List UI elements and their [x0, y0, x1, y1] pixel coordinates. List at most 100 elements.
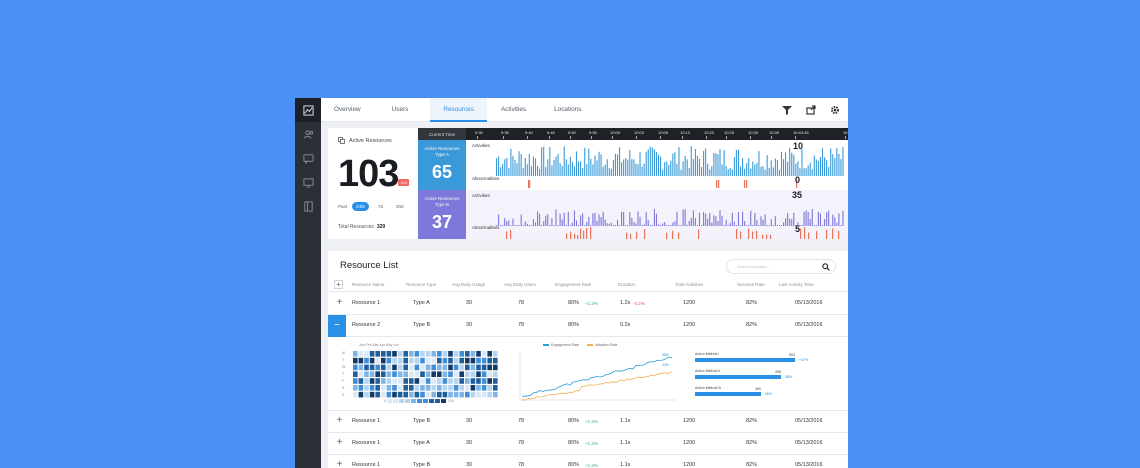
- heatmap-cell: [425, 351, 431, 357]
- activity-bar-a: [731, 169, 733, 176]
- heatmap-cell: [431, 391, 436, 398]
- heatmap-cell: [403, 371, 408, 377]
- activity-bar-a: [555, 156, 557, 176]
- chart-icon[interactable]: [295, 98, 321, 122]
- heatmap-cell: [425, 378, 431, 384]
- expand-toggle[interactable]: +: [336, 459, 343, 468]
- column-header[interactable]: Avg Daily Users: [504, 282, 536, 287]
- abnormal-bar-b: [580, 228, 582, 239]
- heatmap-cell: [493, 378, 498, 384]
- abnormal-bar-b: [770, 234, 772, 239]
- heatmap-cell: [493, 364, 498, 371]
- period-24hr[interactable]: 24hr: [352, 202, 370, 211]
- activity-bar-a: [592, 164, 594, 176]
- book-icon[interactable]: [295, 194, 321, 218]
- activity-bar-a: [567, 164, 569, 176]
- column-header[interactable]: Resource Name: [352, 282, 385, 287]
- cell-users: 78: [518, 322, 525, 328]
- activity-bar-a: [682, 161, 684, 176]
- column-header[interactable]: Resource Type: [406, 282, 437, 287]
- tab-users[interactable]: Users: [391, 106, 409, 113]
- expand-toggle[interactable]: +: [336, 437, 343, 448]
- activity-bar-b: [604, 219, 606, 226]
- share-icon[interactable]: [804, 103, 818, 117]
- activity-bar-a: [543, 146, 545, 176]
- heatmap-cell: [459, 371, 464, 377]
- activity-bar-a: [803, 168, 805, 176]
- activity-bar-a: [528, 153, 530, 176]
- table-row[interactable]: + Resource 1 Type A 30 78 80% +1.3% 1.2s -0.2% 12…: [328, 293, 848, 315]
- type-b-panel[interactable]: Active Resources Type B 37: [418, 190, 466, 239]
- activity-bar-a: [653, 149, 655, 176]
- expand-all-button[interactable]: +: [334, 280, 343, 289]
- activity-bar-a: [580, 161, 582, 176]
- search-placeholder: Search resource...: [737, 264, 770, 269]
- column-header[interactable]: Last Activity Time: [779, 282, 814, 287]
- activity-bar-a: [532, 156, 534, 176]
- activity-bar-a: [692, 159, 694, 176]
- activity-bar-a: [594, 155, 596, 176]
- search-icon[interactable]: [822, 263, 830, 271]
- activity-bar-a: [707, 163, 709, 176]
- activity-bar-b: [643, 224, 645, 226]
- filter-icon[interactable]: [780, 103, 794, 117]
- cell-engagement-delta: +1.3%: [585, 419, 598, 424]
- expand-toggle[interactable]: +: [336, 415, 343, 426]
- activity-bar-b: [524, 221, 526, 226]
- activity-bar-b: [701, 225, 703, 226]
- table-row[interactable]: + Resource 1 Type A 30 78 80% +1.3% 1.1s 1200 82%…: [328, 433, 848, 455]
- heatmap-cell: [420, 371, 425, 377]
- table-row[interactable]: + Resource 1 Type B 30 78 80% +1.3% 1.1s 1200 82%…: [328, 455, 848, 468]
- table-row[interactable]: − Resource 2 Type B 30 78 80% 0.2s 1200 82% 05/13…: [328, 315, 848, 337]
- period-30d[interactable]: 30d: [396, 204, 404, 209]
- users-icon[interactable]: [295, 122, 321, 146]
- type-a-panel[interactable]: Active Resources Type A 65: [418, 140, 466, 190]
- activity-bar-a: [541, 147, 543, 176]
- activity-bar-b: [694, 218, 696, 226]
- monitor-icon[interactable]: [295, 170, 321, 194]
- column-header[interactable]: Total Activities: [675, 282, 704, 287]
- chat-icon[interactable]: [295, 146, 321, 170]
- activity-bar-b: [776, 225, 778, 226]
- heatmap-cell: [392, 378, 397, 384]
- activity-bar-b: [737, 212, 739, 226]
- heatmap-cell: [425, 385, 431, 391]
- expand-toggle[interactable]: +: [336, 297, 343, 308]
- cell-duration: 1.1s: [620, 462, 631, 468]
- tab-activities[interactable]: Activities: [500, 106, 527, 113]
- heatmap-cell: [431, 378, 436, 384]
- heatmap-cell: [431, 351, 436, 357]
- activity-bar-b: [647, 220, 649, 226]
- period-7d[interactable]: 7d: [378, 204, 384, 209]
- column-header[interactable]: Success Rate: [737, 282, 765, 287]
- search-input[interactable]: Search resource...: [726, 259, 836, 274]
- expand-toggle[interactable]: −: [328, 315, 346, 337]
- heatmap-cell: [442, 385, 448, 391]
- column-header[interactable]: Engagement Rate: [555, 282, 592, 287]
- cell-type: Type A: [413, 300, 430, 306]
- bar-value: 458: [775, 370, 781, 374]
- activity-bar-a: [760, 166, 762, 176]
- tab-locations[interactable]: Locations: [554, 106, 582, 113]
- tab-resources[interactable]: Resources: [430, 98, 487, 122]
- column-header[interactable]: Duration: [618, 282, 636, 287]
- activity-bar-a: [616, 154, 619, 176]
- column-header[interactable]: Avg Daily Usage: [452, 282, 486, 287]
- activity-bar-b: [696, 225, 698, 226]
- time-tick: 10:10: [680, 130, 691, 139]
- table-row[interactable]: + Resource 1 Type B 30 78 80% +1.3% 1.1s 1200 82%…: [328, 411, 848, 433]
- heatmap-cell: [459, 364, 464, 371]
- activity-bar-a: [545, 167, 547, 176]
- activity-bar-a: [834, 158, 836, 176]
- activity-bar-a: [668, 164, 670, 176]
- activity-bar-b: [553, 225, 555, 226]
- activity-bar-a: [813, 155, 815, 176]
- heatmap-cell: [409, 391, 414, 398]
- heatmap-cell: [414, 351, 420, 357]
- legend-swatch: [404, 399, 410, 404]
- gear-icon[interactable]: [828, 103, 842, 117]
- activity-bar-a: [627, 159, 629, 176]
- tab-overview[interactable]: Overview: [334, 106, 361, 113]
- heatmap-cell: [381, 364, 386, 371]
